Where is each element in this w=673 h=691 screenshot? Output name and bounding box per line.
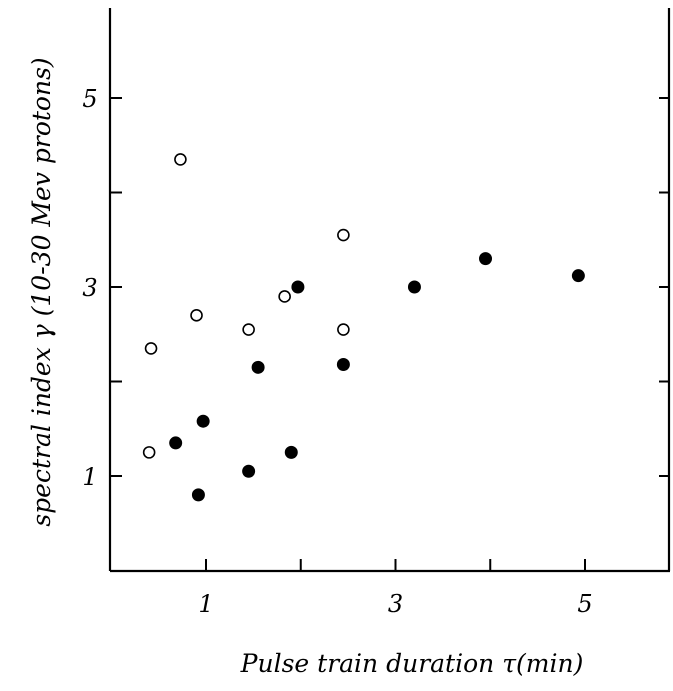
- open-data-point: [190, 309, 203, 322]
- filled-data-point: [336, 357, 350, 371]
- open-data-point: [242, 323, 255, 336]
- filled-data-point: [571, 269, 585, 283]
- y-axis-label: spectral index γ (10-30 Mev protons): [27, 57, 56, 526]
- open-data-point: [142, 446, 156, 459]
- filled-data-point: [479, 252, 493, 266]
- filled-data-point: [407, 280, 421, 294]
- x-tick-label: 1: [198, 590, 213, 618]
- data-points: [142, 153, 585, 502]
- open-data-point: [144, 342, 158, 355]
- x-tick-label: 3: [388, 590, 403, 618]
- y-tick-label: 3: [82, 274, 97, 302]
- open-data-point: [174, 153, 187, 166]
- filled-data-point: [242, 464, 256, 478]
- plot-frame: [108, 8, 671, 573]
- open-data-point: [337, 323, 350, 336]
- filled-data-point: [169, 436, 183, 450]
- open-data-point: [337, 228, 350, 242]
- filled-data-point: [196, 414, 210, 428]
- axis-tick-labels: 1 3 5 1 3 5: [82, 85, 592, 618]
- open-data-point: [278, 290, 291, 303]
- filled-data-point: [251, 360, 265, 374]
- filled-data-point: [291, 280, 305, 294]
- x-tick-label: 5: [577, 590, 592, 618]
- filled-data-point: [284, 445, 298, 459]
- axis-ticks: [110, 97, 669, 571]
- y-tick-label: 1: [82, 463, 97, 491]
- x-axis-label: Pulse train duration τ(min): [240, 649, 584, 678]
- y-tick-label: 5: [82, 85, 97, 113]
- filled-data-point: [191, 488, 205, 502]
